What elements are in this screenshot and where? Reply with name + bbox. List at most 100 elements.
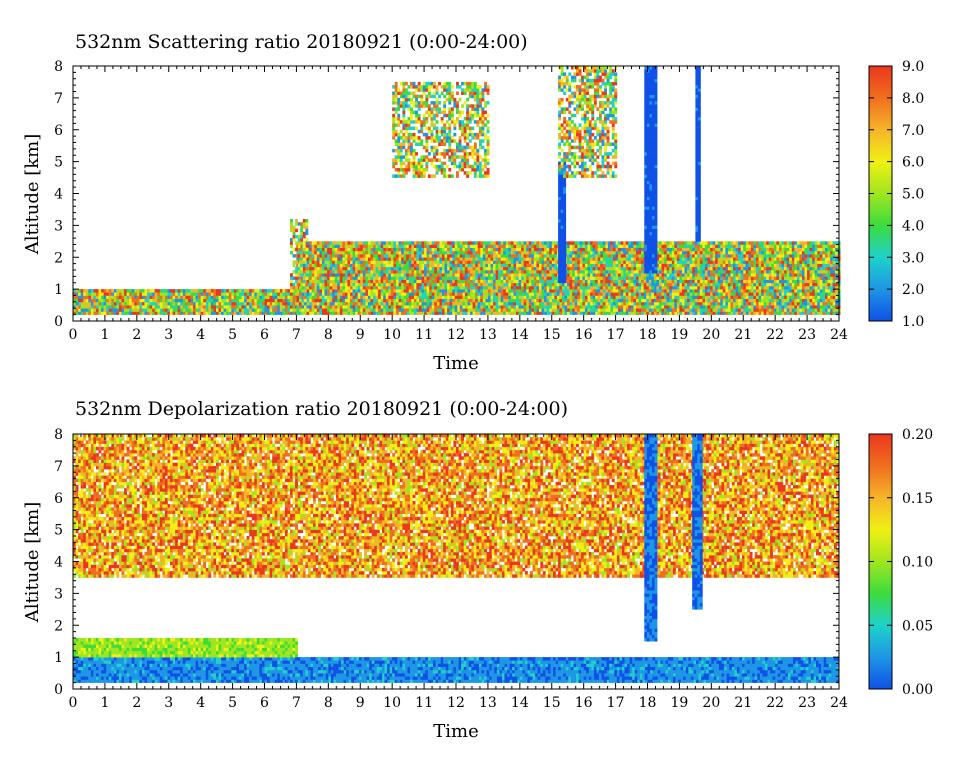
heatmap-cell: [414, 308, 417, 312]
heatmap-cell: [613, 257, 616, 261]
heatmap-cell: [623, 302, 626, 306]
heatmap-cell: [588, 260, 591, 264]
heatmap-cell: [391, 299, 394, 303]
heatmap-cell: [122, 289, 125, 293]
heatmap-cell: [491, 302, 494, 306]
heatmap-cell: [491, 270, 494, 274]
heatmap-cell: [450, 283, 453, 287]
heatmap-cell: [317, 248, 320, 252]
heatmap-cell: [759, 257, 762, 261]
heatmap-cell: [447, 267, 450, 271]
heatmap-cell: [723, 308, 726, 312]
heatmap-cell: [106, 292, 109, 296]
heatmap-cell: [651, 286, 654, 290]
heatmap-cell: [697, 289, 700, 293]
heatmap-cell: [695, 251, 698, 255]
heatmap-cell: [503, 302, 506, 306]
heatmap-cell: [383, 296, 386, 300]
heatmap-cell: [697, 273, 700, 277]
heatmap-cell: [733, 270, 736, 274]
heatmap-cell: [365, 251, 368, 255]
heatmap-cell: [715, 276, 718, 280]
heatmap-cell: [229, 299, 232, 303]
heatmap-cell: [106, 311, 109, 315]
heatmap-cell: [345, 286, 348, 290]
heatmap-cell: [595, 286, 598, 290]
heatmap-cell: [524, 267, 527, 271]
heatmap-cell: [191, 311, 194, 315]
heatmap-cell: [296, 292, 299, 296]
heatmap-cell: [623, 267, 626, 271]
heatmap-cell: [590, 241, 593, 245]
heatmap-cell: [754, 251, 757, 255]
heatmap-cell: [577, 308, 580, 312]
heatmap-cell: [690, 264, 693, 268]
heatmap-cell: [687, 251, 690, 255]
heatmap-cell: [741, 260, 744, 264]
heatmap-cell: [508, 296, 511, 300]
heatmap-cell: [710, 254, 713, 258]
heatmap-cell: [577, 302, 580, 306]
heatmap-cell: [626, 276, 629, 280]
heatmap-cell: [371, 273, 374, 277]
heatmap-cell: [651, 305, 654, 309]
heatmap-cell: [685, 248, 688, 252]
heatmap-cell: [503, 311, 506, 315]
heatmap-cell: [414, 292, 417, 296]
heatmap-cell: [723, 280, 726, 284]
heatmap-cell: [96, 296, 99, 300]
heatmap-cell: [736, 302, 739, 306]
heatmap-cell: [211, 292, 214, 296]
heatmap-cell: [386, 254, 389, 258]
heatmap-cell: [368, 283, 371, 287]
heatmap-cell: [455, 248, 458, 252]
heatmap-cell: [378, 264, 381, 268]
heatmap-cell: [345, 280, 348, 284]
heatmap-cell: [317, 273, 320, 277]
heatmap-cell: [501, 305, 504, 309]
heatmap-cell: [450, 254, 453, 258]
heatmap-cell: [368, 299, 371, 303]
heatmap-cell: [399, 251, 402, 255]
heatmap-cell: [122, 311, 125, 315]
heatmap-cell: [567, 305, 570, 309]
heatmap-cell: [350, 302, 353, 306]
heatmap-cell: [302, 311, 305, 315]
heatmap-cell: [160, 292, 163, 296]
heatmap-cell: [751, 270, 754, 274]
heatmap-cell: [644, 311, 647, 315]
heatmap-cell: [725, 241, 728, 245]
heatmap-cell: [198, 311, 201, 315]
heatmap-cell: [312, 273, 315, 277]
heatmap-cell: [247, 292, 250, 296]
heatmap-cell: [611, 308, 614, 312]
heatmap-cell: [429, 311, 432, 315]
heatmap-cell: [462, 308, 465, 312]
heatmap-cell: [378, 308, 381, 312]
heatmap-cell: [350, 267, 353, 271]
heatmap-cell: [360, 257, 363, 261]
heatmap-cell: [342, 257, 345, 261]
heatmap-cell: [457, 260, 460, 264]
heatmap-cell: [702, 245, 705, 249]
heatmap-cell: [611, 311, 614, 315]
heatmap-cell: [234, 292, 237, 296]
heatmap-cell: [242, 292, 245, 296]
heatmap-cell: [720, 276, 723, 280]
heatmap-cell: [720, 292, 723, 296]
heatmap-cell: [511, 292, 514, 296]
heatmap-cell: [498, 286, 501, 290]
heatmap-cell: [488, 296, 491, 300]
heatmap-cell: [147, 311, 150, 315]
heatmap-cell: [580, 264, 583, 268]
heatmap-cell: [682, 283, 685, 287]
heatmap-cell: [337, 270, 340, 274]
heatmap-cell: [662, 296, 665, 300]
heatmap-cell: [580, 270, 583, 274]
heatmap-cell: [702, 251, 705, 255]
heatmap-cell: [139, 308, 142, 312]
heatmap-cell: [455, 296, 458, 300]
heatmap-cell: [751, 296, 754, 300]
heatmap-cell: [234, 299, 237, 303]
heatmap-cell: [393, 254, 396, 258]
